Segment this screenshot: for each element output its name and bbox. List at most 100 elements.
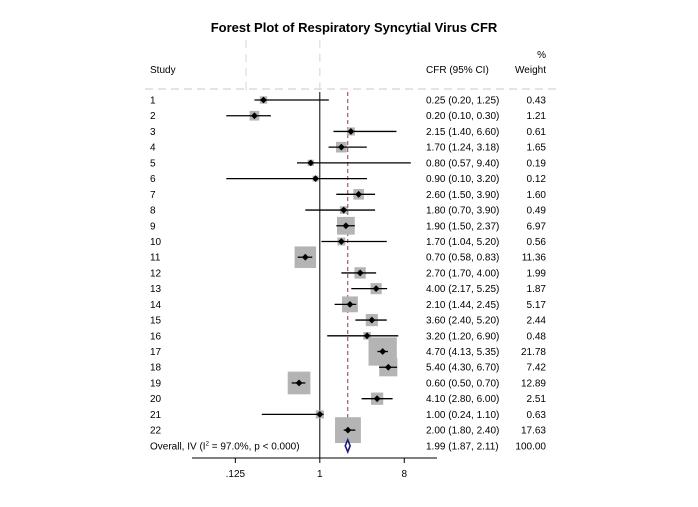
point-estimate-marker: [316, 411, 324, 418]
weight-text: 0.49: [527, 206, 547, 217]
point-estimate-marker: [301, 253, 309, 261]
x-tick-label: 1: [317, 469, 323, 480]
study-label: 3: [150, 127, 156, 138]
study-label: 9: [150, 221, 156, 232]
ci-text: 3.20 (1.20, 6.90): [426, 331, 499, 342]
study-label: 20: [150, 394, 162, 405]
weight-text: 6.97: [527, 221, 547, 232]
point-estimate-marker: [307, 159, 315, 167]
study-label: 21: [150, 410, 162, 421]
point-estimate-marker: [384, 363, 392, 371]
ci-text: 1.70 (1.04, 5.20): [426, 237, 499, 248]
ci-text: 2.00 (1.80, 2.40): [426, 426, 499, 437]
study-label: 10: [150, 237, 162, 248]
point-estimate-marker: [355, 190, 363, 198]
weight-text: 5.17: [527, 300, 547, 311]
point-estimate-marker: [260, 96, 267, 104]
study-label: 1: [150, 96, 156, 107]
study-label: 8: [150, 206, 156, 217]
ci-text: 4.00 (2.17, 5.25): [426, 284, 499, 295]
study-label: 7: [150, 190, 156, 201]
study-label: 16: [150, 331, 162, 342]
weight-text: 0.48: [527, 331, 547, 342]
study-label: 6: [150, 174, 156, 185]
weight-text: 0.61: [527, 127, 547, 138]
study-label: 13: [150, 284, 162, 295]
point-estimate-marker: [344, 426, 352, 434]
ci-text: 0.90 (0.10, 3.20): [426, 174, 499, 185]
x-tick-label: .125: [226, 469, 246, 480]
weight-text: 0.43: [527, 96, 547, 107]
point-estimate-marker: [356, 269, 364, 277]
point-estimate-marker: [346, 300, 354, 308]
weight-text: 0.12: [527, 174, 547, 185]
weight-text: 17.63: [521, 426, 546, 437]
ci-text: 1.90 (1.50, 2.37): [426, 221, 499, 232]
ci-text: 2.60 (1.50, 3.90): [426, 190, 499, 201]
point-estimate-marker: [340, 206, 348, 214]
overall-ci-text: 1.99 (1.87, 2.11): [426, 441, 499, 452]
weight-text: 1.87: [527, 284, 547, 295]
ci-text: 0.20 (0.10, 0.30): [426, 111, 499, 122]
point-estimate-marker: [251, 112, 258, 120]
weight-text: 0.19: [527, 158, 547, 169]
ci-text: 0.25 (0.20, 1.25): [426, 96, 499, 107]
study-label: 15: [150, 316, 162, 327]
weight-text: 1.65: [527, 143, 547, 154]
overall-weight-text: 100.00: [515, 441, 546, 452]
point-estimate-marker: [373, 395, 381, 403]
study-label: 5: [150, 158, 156, 169]
study-label: 11: [150, 253, 161, 264]
ci-text: 1.80 (0.70, 3.90): [426, 206, 499, 217]
weight-text: 2.44: [527, 316, 547, 327]
ci-text: 2.15 (1.40, 6.60): [426, 127, 499, 138]
ci-text: 1.00 (0.24, 1.10): [426, 410, 499, 421]
point-estimate-marker: [379, 348, 387, 355]
weight-text: 1.21: [527, 111, 547, 122]
point-estimate-marker: [342, 222, 350, 230]
study-label: 4: [150, 143, 156, 154]
weight-text: 7.42: [527, 363, 547, 374]
weight-text: 0.56: [527, 237, 547, 248]
study-label: 18: [150, 363, 162, 374]
ci-text: 2.10 (1.44, 2.45): [426, 300, 499, 311]
study-label: 19: [150, 378, 162, 389]
study-label: 17: [150, 347, 162, 358]
point-estimate-marker: [372, 285, 380, 293]
ci-text: 1.70 (1.24, 3.18): [426, 143, 499, 154]
study-label: 14: [150, 300, 162, 311]
ci-text: 4.70 (4.13, 5.35): [426, 347, 499, 358]
point-estimate-marker: [337, 143, 345, 151]
header-weight-bottom: Weight: [515, 65, 546, 76]
ci-text: 0.60 (0.50, 0.70): [426, 378, 499, 389]
point-estimate-marker: [363, 332, 371, 340]
weight-text: 21.78: [521, 347, 546, 358]
ci-text: 4.10 (2.80, 6.00): [426, 394, 499, 405]
ci-text: 2.70 (1.70, 4.00): [426, 268, 499, 279]
weight-text: 1.60: [527, 190, 547, 201]
weight-text: 11.36: [522, 253, 547, 264]
header-ci: CFR (95% CI): [426, 65, 489, 76]
ci-text: 0.70 (0.58, 0.83): [426, 253, 499, 264]
study-label: 22: [150, 426, 162, 437]
overall-label: Overall, IV (I2 = 97.0%, p < 0.000): [150, 441, 300, 452]
header-weight-top: %: [537, 50, 546, 61]
weight-text: 12.89: [521, 378, 546, 389]
ci-text: 3.60 (2.40, 5.20): [426, 316, 499, 327]
weight-text: 0.63: [527, 410, 547, 421]
x-tick-label: 8: [401, 469, 407, 480]
point-estimate-marker: [312, 175, 319, 182]
point-estimate-marker: [368, 316, 376, 324]
weight-text: 2.51: [527, 394, 547, 405]
weight-text: 1.99: [527, 268, 547, 279]
point-estimate-marker: [337, 238, 345, 245]
header-study: Study: [150, 65, 176, 76]
overall-diamond: [344, 437, 351, 454]
chart-title: Forest Plot of Respiratory Syncytial Vir…: [211, 20, 498, 35]
point-estimate-marker: [295, 379, 303, 387]
ci-text: 0.80 (0.57, 9.40): [426, 158, 499, 169]
ci-text: 5.40 (4.30, 6.70): [426, 363, 499, 374]
point-estimate-marker: [347, 128, 355, 135]
